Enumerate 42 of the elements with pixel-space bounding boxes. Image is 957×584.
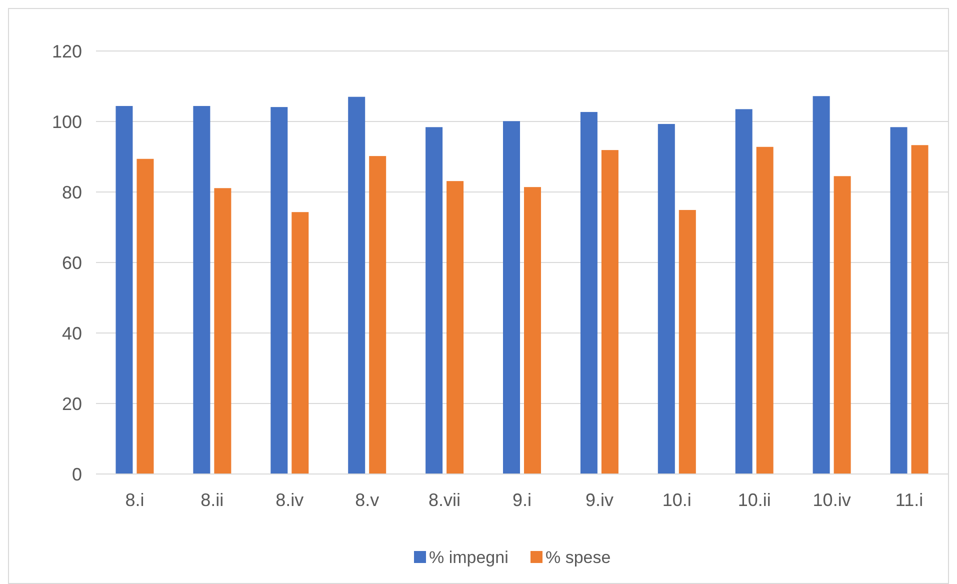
bar [292, 212, 309, 474]
x-tick-label: 10.iv [812, 490, 851, 510]
x-tick-label: 9.iv [585, 490, 614, 510]
y-tick-label: 100 [52, 112, 82, 132]
bar [136, 158, 154, 474]
y-tick-label: 40 [62, 323, 82, 344]
bar [503, 121, 520, 474]
bar [116, 106, 133, 474]
bar [446, 181, 464, 474]
legend-label: % impegni [429, 548, 508, 567]
bar [911, 145, 928, 474]
bar [812, 96, 830, 474]
bar [193, 106, 210, 474]
bar [348, 96, 366, 474]
legend-label: % spese [546, 548, 611, 567]
bar [678, 210, 696, 474]
bar [735, 109, 752, 474]
x-tick-label: 8.v [355, 490, 380, 510]
y-tick-label: 0 [72, 464, 82, 484]
x-tick-label: 8.ii [200, 490, 224, 510]
x-tick-label: 8.vii [428, 490, 461, 510]
bar [658, 124, 675, 474]
y-tick-label: 20 [62, 394, 82, 414]
x-tick-label: 8.i [125, 490, 144, 510]
bar [890, 127, 908, 474]
x-tick-label: 11.i [895, 490, 924, 510]
x-tick-label: 10.i [662, 490, 692, 510]
x-tick-label: 10.ii [738, 490, 771, 510]
bar [580, 112, 598, 474]
bar [756, 146, 774, 474]
bar [369, 156, 386, 474]
x-tick-label: 9.i [512, 490, 532, 510]
bar [601, 150, 618, 474]
bar [524, 187, 541, 474]
bar [270, 107, 288, 474]
y-tick-label: 60 [62, 252, 82, 273]
x-tick-label: 8.iv [276, 490, 304, 510]
y-tick-label: 120 [52, 41, 82, 62]
bar [426, 127, 443, 474]
bar [834, 176, 851, 474]
bar [214, 188, 232, 474]
y-tick-label: 80 [62, 182, 82, 202]
